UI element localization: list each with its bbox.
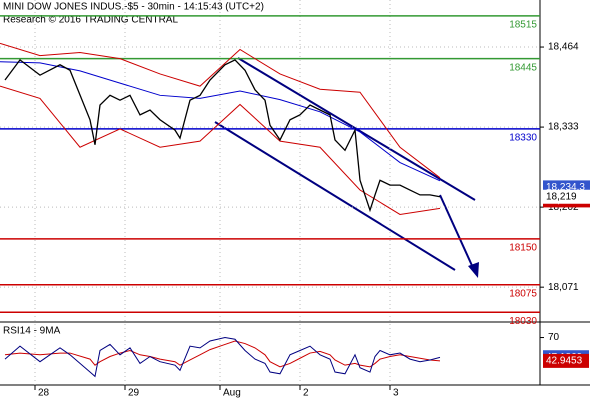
arrow-head (468, 262, 479, 278)
x-tick-label: Aug (223, 388, 241, 399)
rsi-tag-label: 42.9453 (546, 356, 583, 367)
level-label: 18075 (509, 288, 537, 299)
x-tick-label: 3 (393, 388, 399, 399)
indicator-line (0, 42, 441, 179)
y-tick-label: 70 (548, 332, 560, 343)
y-tick-label: 18,464 (548, 42, 579, 53)
rsi-ma-line (4, 340, 441, 368)
indicator-line (0, 85, 441, 215)
chart-subtitle: Research © 2016 TRADING CENTRAL (3, 15, 178, 26)
level-label: 18030 (509, 316, 537, 327)
forecast-arrow (439, 194, 475, 271)
price-tag (543, 189, 590, 204)
level-label: 18150 (509, 243, 537, 254)
x-tick-label: 2 (303, 388, 309, 399)
level-label: 18330 (509, 133, 537, 144)
price-tag-label: 18,219 (546, 191, 577, 202)
price-tag-label: 18,234.3 (546, 182, 585, 193)
level-label: 18515 (509, 20, 537, 31)
rsi-line (4, 337, 441, 378)
y-tick-label: 18,333 (548, 122, 579, 133)
x-tick-label: 28 (38, 388, 50, 399)
indicator-line (0, 61, 441, 182)
y-tick-label: 18,071 (548, 282, 579, 293)
price-line (4, 58, 441, 213)
level-label: 18445 (509, 62, 537, 73)
channel-lower (214, 121, 456, 271)
chart-title: MINI DOW JONES INDUS.-$5 - 30min - 14:15… (3, 2, 264, 13)
rsi-tag (543, 353, 589, 368)
x-tick-label: 29 (128, 388, 140, 399)
rsi-label: RSI14 - 9MA (3, 326, 61, 337)
